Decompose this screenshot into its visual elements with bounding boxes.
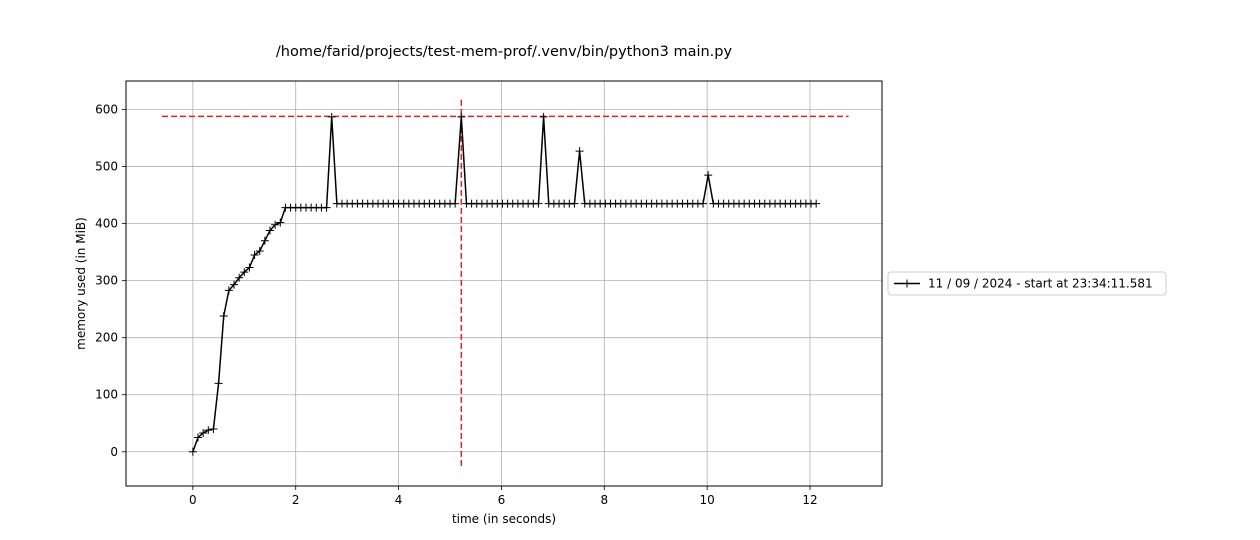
- data-point: [219, 312, 228, 321]
- y-tick-label: 600: [95, 103, 118, 117]
- data-point: [245, 263, 254, 272]
- data-point: [204, 426, 213, 435]
- data-point: [539, 112, 548, 121]
- legend: 11 / 09 / 2024 - start at 23:34:11.581: [887, 271, 1167, 296]
- series-layer: [188, 112, 821, 456]
- peak-markers: [162, 99, 849, 469]
- data-point: [214, 379, 223, 388]
- data-point: [260, 236, 269, 245]
- data-point: [235, 273, 244, 282]
- series-line: [192, 116, 817, 453]
- data-point: [199, 428, 208, 437]
- y-tick-label: 0: [110, 445, 118, 459]
- data-point: [570, 199, 579, 208]
- legend-entry-label: 11 / 09 / 2024 - start at 23:34:11.581: [928, 277, 1153, 291]
- data-point: [534, 199, 543, 208]
- data-point: [194, 433, 202, 442]
- data-point: [209, 424, 218, 433]
- data-point: [812, 199, 821, 208]
- data-point: [224, 286, 233, 295]
- data-point: [699, 199, 708, 208]
- data-point: [322, 203, 331, 212]
- y-tick-label: 300: [95, 274, 118, 288]
- x-tick-label: 6: [498, 493, 506, 507]
- plot-frame: [125, 80, 883, 487]
- y-tick-label: 200: [95, 331, 118, 345]
- data-point: [271, 220, 280, 229]
- x-axis: 0 2 4 6 8 10 12: [189, 486, 818, 507]
- x-axis-label: time (in seconds): [452, 512, 556, 526]
- data-point: [575, 147, 584, 156]
- data-point: [250, 250, 259, 259]
- y-tick-label: 100: [95, 388, 118, 402]
- y-tick-label: 400: [95, 217, 118, 231]
- y-tick-label: 500: [95, 160, 118, 174]
- y-axis: 0 100 200 300 400 500 600: [95, 103, 126, 459]
- data-point: [704, 171, 713, 180]
- data-point: [230, 280, 238, 289]
- grid: [126, 81, 882, 486]
- data-point: [266, 226, 274, 235]
- data-point: [276, 218, 285, 227]
- data-point: [457, 112, 466, 121]
- data-point: [451, 199, 460, 208]
- data-point: [327, 112, 336, 121]
- x-tick-label: 10: [700, 493, 715, 507]
- chart-title: /home/farid/projects/test-mem-prof/.venv…: [276, 44, 733, 60]
- x-tick-label: 8: [600, 493, 608, 507]
- data-point: [240, 268, 249, 277]
- legend-marker: [903, 279, 911, 288]
- x-tick-label: 4: [395, 493, 403, 507]
- y-axis-label: memory used (in MiB): [74, 217, 88, 350]
- data-point: [188, 447, 197, 456]
- x-tick-label: 2: [292, 493, 300, 507]
- legend-box: [887, 271, 1167, 296]
- data-point: [255, 246, 264, 255]
- x-tick-label: 12: [802, 493, 817, 507]
- x-tick-label: 0: [189, 493, 197, 507]
